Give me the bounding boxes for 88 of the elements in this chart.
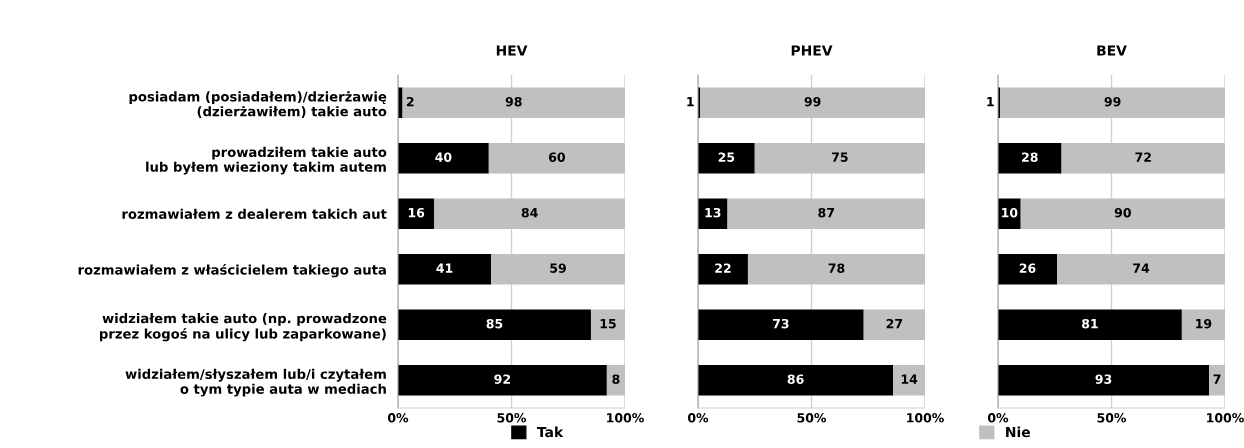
data-label: 85	[486, 318, 503, 329]
bar	[398, 364, 607, 396]
data-label: 1	[687, 97, 694, 107]
x-tick-label: 0%	[387, 413, 409, 423]
x-tick-label: 100%	[907, 413, 944, 423]
bar	[698, 198, 728, 230]
data-label: 81	[1082, 318, 1098, 329]
bar	[1000, 87, 1225, 119]
data-label: 99	[1104, 96, 1121, 107]
data-label: 10	[1002, 207, 1018, 218]
data-label: 78	[828, 263, 845, 273]
data-label: 72	[1135, 152, 1151, 162]
data-label: 19	[1196, 318, 1212, 329]
data-label: 14	[901, 374, 918, 384]
bar	[606, 364, 625, 396]
bar	[488, 142, 625, 174]
bar	[1209, 364, 1225, 396]
chart-title: PHEV	[791, 45, 833, 56]
bar	[998, 309, 1182, 341]
bar	[402, 87, 625, 119]
data-label: 27	[886, 318, 903, 329]
bar	[398, 253, 492, 285]
x-tick-label: 0%	[987, 413, 1009, 423]
data-label: 92	[494, 374, 511, 384]
x-tick-label: 50%	[797, 413, 827, 423]
data-label: 1	[987, 97, 994, 107]
bar	[1181, 309, 1225, 341]
data-label: 8	[612, 374, 620, 384]
bar	[590, 309, 625, 341]
legend-label: Nie	[1006, 426, 1030, 438]
data-label: 90	[1114, 207, 1131, 218]
data-label: 99	[804, 96, 821, 107]
data-label: 93	[1095, 374, 1112, 384]
data-label: 60	[548, 152, 565, 162]
bar	[893, 364, 925, 396]
y-tick-label: widziałem/słyszałem lub/i czytałem o tym typie auta w mediach	[125, 368, 386, 397]
x-tick-label: 100%	[607, 413, 644, 423]
data-label: 84	[521, 207, 538, 218]
y-tick-label: prowadziłem takie auto lub byłem wieziony takim autem	[146, 146, 387, 175]
bar	[998, 142, 1062, 174]
x-tick-label: 50%	[497, 413, 527, 423]
data-label: 73	[772, 318, 789, 329]
x-tick-label: 100%	[1207, 413, 1244, 423]
data-label: 26	[1019, 263, 1036, 273]
bar	[434, 198, 625, 230]
bar	[398, 198, 435, 230]
bar	[491, 253, 625, 285]
bar	[700, 87, 925, 119]
data-label: 40	[435, 152, 452, 162]
y-tick-label: rozmawiałem z dealerem takich aut	[122, 208, 387, 219]
data-label: 28	[1022, 152, 1038, 162]
data-label: 87	[818, 207, 834, 218]
bar	[698, 309, 864, 341]
data-label: 7	[1213, 374, 1221, 384]
chart-title: HEV	[496, 45, 528, 56]
bar	[698, 142, 755, 174]
x-tick-label: 0%	[687, 413, 709, 423]
data-label: 2	[406, 96, 414, 107]
data-label: 98	[505, 96, 522, 107]
bar	[754, 142, 925, 174]
data-label: 25	[718, 152, 735, 162]
bar	[863, 309, 925, 341]
chart-title: BEV	[1097, 45, 1127, 56]
y-tick-label: posiadam (posiadałem)/dzierżawię (dzierżawiłem) takie auto	[129, 91, 387, 118]
y-tick-label: rozmawiałem z właścicielem takiego auta	[78, 263, 386, 278]
data-label: 59	[550, 263, 566, 273]
bar	[398, 309, 591, 341]
bar	[698, 253, 748, 285]
y-tick-label: widziałem takie auto (np. prowadzone przez kogoś na ulicy lub zaparkowane)	[100, 313, 387, 342]
legend-label: Tak	[536, 426, 564, 438]
data-label: 74	[1133, 263, 1150, 273]
data-label: 86	[787, 374, 804, 384]
bar	[998, 253, 1058, 285]
bar	[1020, 198, 1225, 230]
bar	[998, 364, 1210, 396]
data-label: 75	[832, 152, 848, 162]
data-label: 15	[600, 319, 616, 329]
bar	[698, 364, 894, 396]
bar	[727, 198, 925, 230]
data-label: 13	[705, 207, 721, 218]
x-tick-label: 50%	[1097, 413, 1127, 423]
bar	[747, 253, 925, 285]
bar	[1061, 142, 1225, 174]
bar	[398, 142, 489, 174]
data-label: 16	[408, 207, 425, 218]
data-label: 22	[715, 263, 731, 273]
data-label: 41	[436, 263, 453, 273]
bar	[1057, 253, 1225, 285]
